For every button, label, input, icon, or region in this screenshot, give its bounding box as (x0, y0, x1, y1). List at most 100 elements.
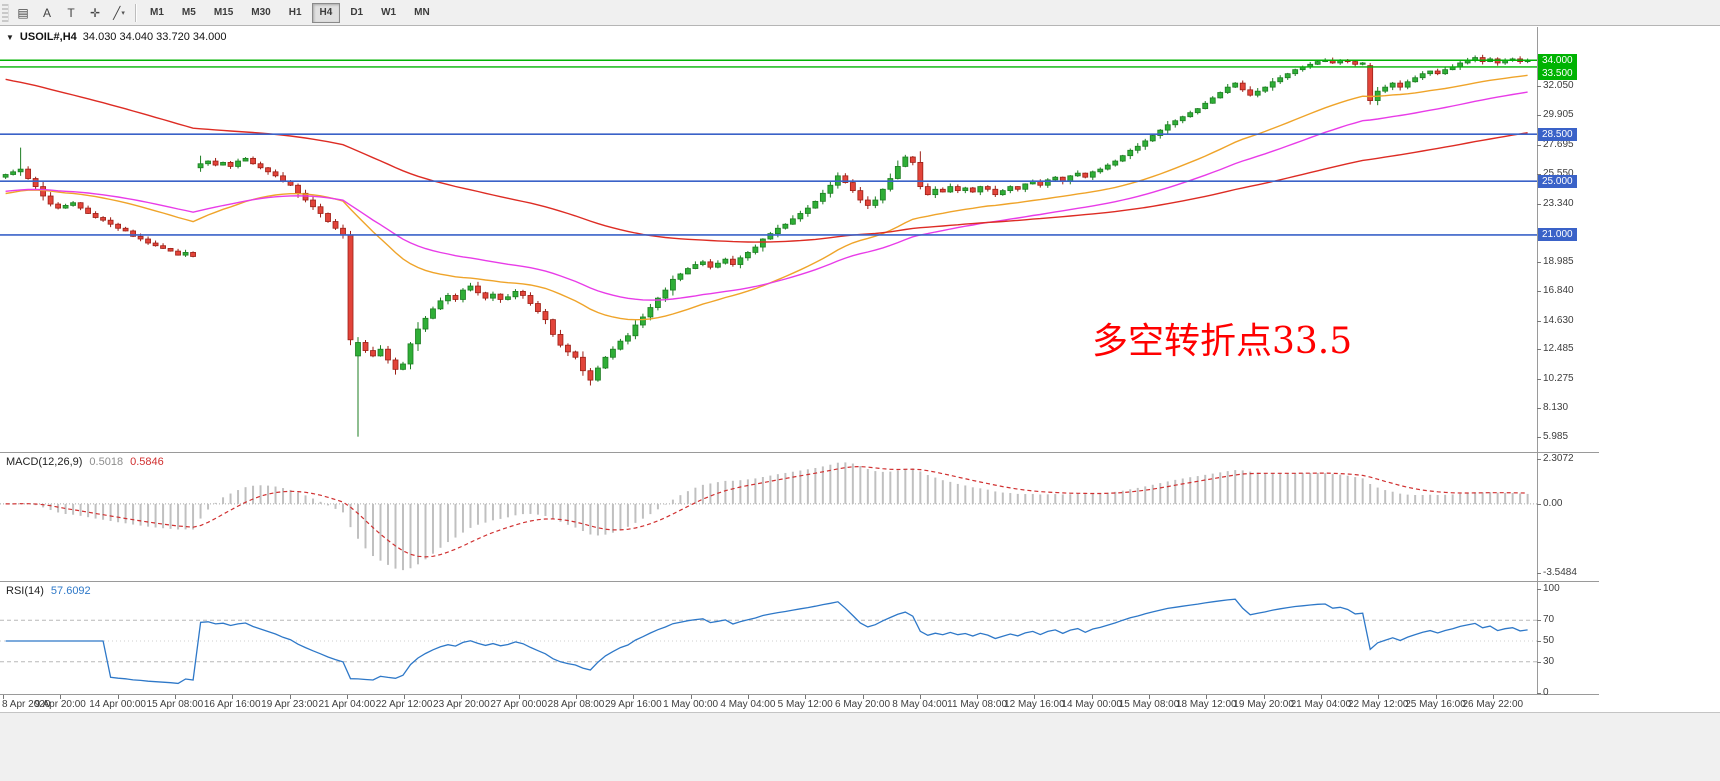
candle-body (242, 157, 249, 162)
rsi-axis-label: 30 (1543, 655, 1555, 667)
candle-body (1217, 92, 1224, 99)
timeframe-mn[interactable]: MN (414, 7, 430, 18)
candle-body (1014, 186, 1021, 190)
candle-body (1067, 175, 1074, 182)
main-chart-canvas[interactable] (0, 26, 1537, 452)
candle-body (842, 175, 849, 183)
macd-signal-value: 0.5846 (130, 456, 164, 468)
text-label-icon[interactable]: T (67, 5, 75, 20)
timeframe-h4[interactable]: H4 (311, 2, 341, 23)
ohlc-values: 34.030 34.040 33.720 34.000 (82, 31, 227, 43)
annotation-text: 多空转折点33.5 (1092, 321, 1353, 362)
time-axis-tick (289, 695, 291, 699)
toolbar-grip[interactable] (2, 3, 9, 22)
rsi-axis-label: 50 (1543, 635, 1555, 646)
candle-body (1119, 155, 1126, 162)
candle-body (452, 295, 459, 300)
timeframe-m30[interactable]: M30 (251, 7, 271, 18)
candle-body (1397, 82, 1404, 88)
rsi-separator[interactable] (0, 581, 1599, 582)
macd-panel-canvas[interactable] (0, 453, 1537, 581)
timeframe-m1[interactable]: M1 (150, 7, 164, 18)
rsi-panel-canvas[interactable] (0, 582, 1537, 694)
text-a-icon[interactable]: A (42, 5, 51, 20)
timeframe-w1[interactable]: W1 (381, 7, 397, 18)
dropdown-caret-icon[interactable]: ▾ (121, 9, 125, 17)
candle-body (1269, 81, 1276, 88)
candle-body (625, 335, 631, 342)
candle-body (1404, 81, 1411, 88)
macd-axis-label: 2.3072 (1543, 453, 1574, 464)
time-axis-label: 25 May 16:00 (1405, 699, 1466, 710)
time-axis-tick (690, 695, 692, 699)
candle-body (460, 289, 466, 300)
candle-body (1254, 90, 1261, 96)
candle-body (340, 227, 346, 236)
charts-grid-icon[interactable]: ▤ (17, 5, 29, 20)
candle-body (1022, 183, 1029, 190)
price-axis-label: 14.630 (1543, 314, 1574, 326)
crosshair-icon[interactable]: ✛ (89, 5, 101, 20)
time-axis-label: 28 Apr 08:00 (547, 699, 605, 710)
time-axis-tick (919, 695, 921, 699)
candle-body (10, 171, 17, 175)
macd-separator[interactable] (0, 452, 1599, 453)
time-axis-tick (60, 695, 62, 699)
candle-body (250, 157, 256, 165)
time-axis-label: 23 Apr 20:00 (433, 699, 490, 710)
candle-body (572, 351, 579, 358)
candle-body (617, 340, 624, 350)
candle-body (767, 233, 774, 240)
timeframe-m5[interactable]: M5 (181, 7, 196, 18)
candle-body (984, 186, 991, 190)
price-axis-label: 32.050 (1543, 80, 1574, 92)
collapse-triangle-icon[interactable]: ▼ (6, 32, 14, 42)
candle-body (812, 200, 819, 209)
macd-signal-line (5, 465, 1528, 558)
price-axis-label: 8.130 (1543, 401, 1569, 413)
time-axis-tick (1378, 695, 1380, 699)
candle-body (175, 250, 181, 256)
candle-body (407, 343, 414, 365)
candle-body (362, 342, 369, 351)
rsi-indicator-label: RSI(14) 57.6092 (6, 585, 91, 597)
time-axis-label: 14 May 00:00 (1061, 699, 1122, 710)
candle-body (602, 356, 609, 369)
candle-body (1442, 69, 1449, 75)
timeframe-h1[interactable]: H1 (288, 7, 302, 18)
candle-body (849, 182, 856, 192)
candle-body (85, 207, 91, 214)
candle-body (77, 202, 84, 209)
candle-body (662, 289, 669, 299)
candle-body (295, 184, 301, 194)
candle-body (355, 342, 361, 357)
timeframe-d1[interactable]: D1 (350, 7, 364, 18)
ma-mid-magenta-line (5, 91, 1528, 301)
candle-body (497, 293, 504, 300)
draw-tools-icon[interactable]: ╱ ▾ (113, 5, 125, 20)
candle-body (392, 359, 399, 370)
candle-body (25, 168, 32, 179)
candle-body (107, 219, 114, 225)
time-axis-label: 19 Apr 23:00 (261, 699, 318, 710)
candle-body (527, 295, 534, 304)
candle-body (977, 186, 984, 193)
candle-body (692, 264, 699, 269)
candle-body (640, 316, 646, 326)
timeframe-m15[interactable]: M15 (213, 7, 234, 18)
candle-body (152, 242, 159, 247)
time-axis-tick (346, 695, 348, 699)
time-axis-label: 1 May 00:00 (663, 699, 719, 710)
candle-body (1112, 160, 1119, 166)
candle-body (1089, 171, 1096, 178)
candle-body (1104, 164, 1111, 170)
tool-buttons: ▤ A T ✛ ╱ ▾ (12, 3, 130, 23)
candle-body (1382, 86, 1389, 92)
time-axis-tick (1091, 695, 1093, 699)
candle-body (879, 188, 886, 201)
candle-body (1434, 70, 1441, 75)
candle-body (1277, 77, 1284, 83)
time-axis-label: 18 May 12:00 (1175, 699, 1237, 710)
candle-body (797, 213, 804, 220)
time-axis-tick (805, 695, 807, 699)
